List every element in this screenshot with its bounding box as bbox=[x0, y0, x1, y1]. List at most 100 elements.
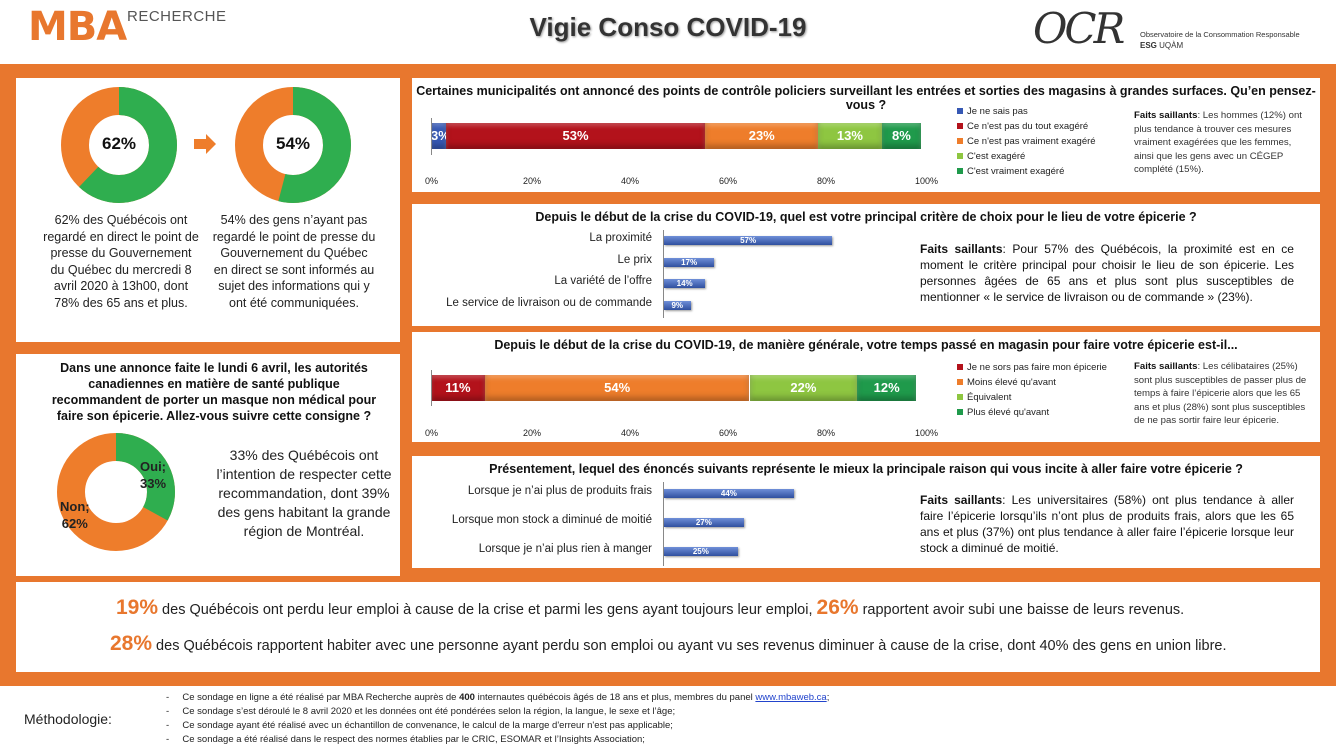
meth1-pre: Ce sondage en ligne a été réalisé par MB… bbox=[182, 692, 460, 703]
tick-label: 40% bbox=[621, 428, 640, 438]
oui-label-text: Oui; bbox=[140, 459, 167, 474]
legend-label: Ce n'est pas vraiment exagéré bbox=[967, 136, 1096, 147]
bullet: - bbox=[166, 692, 170, 703]
arrow-right-icon bbox=[194, 134, 216, 154]
tick-label: 0% bbox=[425, 176, 439, 186]
legend-swatch bbox=[957, 364, 963, 371]
oui-label-value: 33% bbox=[140, 476, 167, 491]
tick-label: 60% bbox=[719, 428, 738, 438]
tick-label: 40% bbox=[621, 176, 640, 186]
legend-swatch bbox=[957, 108, 963, 115]
category-label: La proximité bbox=[589, 232, 652, 244]
stacked-bar-1: 3%53%23%13%8% bbox=[431, 123, 921, 149]
q4-title: Présentement, lequel des énoncés suivant… bbox=[489, 462, 1243, 476]
tick-label: 0% bbox=[425, 428, 439, 438]
panel-grocery-reason: Présentement, lequel des énoncés suivant… bbox=[412, 456, 1320, 568]
donut-chart-62 bbox=[61, 87, 177, 203]
non-label-text: Non; bbox=[60, 499, 90, 514]
q4-faits-text: : Les universitaires (58%) ont plus tend… bbox=[920, 493, 1294, 555]
legend-swatch bbox=[957, 123, 963, 130]
tick-label: 80% bbox=[817, 176, 836, 186]
meth1-bold: 400 bbox=[459, 692, 475, 703]
oui-label: Oui; 33% bbox=[140, 458, 166, 492]
legend-label: Je ne sors pas faire mon épicerie bbox=[967, 362, 1107, 373]
methodology-item-3: - Ce sondage ayant été réalisé avec un é… bbox=[166, 720, 673, 731]
bar: 14% bbox=[664, 279, 706, 288]
q2-title: Depuis le début de la crise du COVID-19,… bbox=[535, 210, 1197, 224]
panel-press-conference: 62% 54% 62% des Québécois ont regardé en… bbox=[16, 78, 400, 342]
panel-time-in-store: Depuis le début de la crise du COVID-19,… bbox=[412, 332, 1320, 442]
legend-label: Ce n'est pas du tout exagéré bbox=[967, 121, 1089, 132]
stat-28-percent: 28% bbox=[110, 632, 153, 655]
legend-label: C'est exagéré bbox=[967, 151, 1026, 162]
segment-3: 12% bbox=[857, 375, 917, 401]
legend-item: Ce n'est pas vraiment exagéré bbox=[957, 136, 1096, 147]
banner-line-1: 19% des Québécois ont perdu leur emploi … bbox=[116, 596, 1296, 620]
q1-faits-saillants: Faits saillants: Les hommes (12%) ont pl… bbox=[1134, 109, 1310, 177]
axis-line bbox=[663, 230, 664, 318]
methodology: Méthodologie: - Ce sondage en ligne a ét… bbox=[0, 686, 1336, 752]
tick-label: 80% bbox=[817, 428, 836, 438]
page-title: Vigie Conso COVID-19 bbox=[529, 12, 807, 42]
bar: 17% bbox=[664, 257, 715, 267]
q2-faits-saillants: Faits saillants: Pour 57% des Québécois,… bbox=[920, 241, 1294, 305]
legend-item: C'est vraiment exagéré bbox=[957, 166, 1064, 177]
tick-label: 100% bbox=[915, 428, 939, 438]
bar: 25% bbox=[664, 547, 738, 556]
meth3-text: Ce sondage ayant été réalisé avec un éch… bbox=[182, 720, 673, 731]
segment-0: 3% bbox=[431, 123, 446, 149]
banner-line1-text2: rapportent avoir subi une baisse de leur… bbox=[858, 602, 1185, 618]
legend-label: Équivalent bbox=[967, 392, 1012, 403]
category-label: Le service de livraison ou de commande bbox=[446, 296, 652, 309]
legend-item: Plus élevé qu'avant bbox=[957, 407, 1049, 418]
banner-line-2: 28% des Québécois rapportent habiter ave… bbox=[110, 632, 1300, 656]
segment-2: 22% bbox=[749, 375, 858, 401]
mask-question: Dans une annonce faite le lundi 6 avril,… bbox=[51, 361, 377, 423]
tick-label: 20% bbox=[523, 176, 542, 186]
ocr-logo: OCR bbox=[1033, 4, 1125, 53]
legend-swatch bbox=[957, 153, 963, 160]
header: MBA RECHERCHE Vigie Conso COVID-19 OCR O… bbox=[0, 0, 1336, 64]
q1-faits-title: Faits saillants bbox=[1134, 110, 1198, 121]
meth4-text: Ce sondage a été réalisé dans le respect… bbox=[182, 734, 645, 745]
mbaweb-link[interactable]: www.mbaweb.ca bbox=[755, 692, 827, 703]
legend-swatch bbox=[957, 409, 963, 416]
segment-2: 23% bbox=[705, 123, 819, 149]
bar: 57% bbox=[664, 236, 833, 245]
methodology-label: Méthodologie: bbox=[24, 711, 112, 727]
mask-text: 33% des Québécois ont l’intention de res… bbox=[216, 447, 392, 539]
q2-faits-text: : Pour 57% des Québécois, la proximité e… bbox=[920, 242, 1294, 304]
legend-swatch bbox=[957, 394, 963, 401]
q4-faits-title: Faits saillants bbox=[920, 493, 1003, 507]
donut-chart-mask bbox=[57, 433, 175, 551]
tick-label: 60% bbox=[719, 176, 738, 186]
bar: 44% bbox=[664, 489, 794, 498]
donut1-value: 62% bbox=[101, 134, 137, 153]
category-label: La variété de l’offre bbox=[554, 275, 652, 287]
legend-item: Je ne sors pas faire mon épicerie bbox=[957, 362, 1107, 373]
banner-line2-text: des Québécois rapportent habiter avec un… bbox=[152, 638, 1227, 654]
banner-line1-text1: des Québécois ont perdu leur emploi à ca… bbox=[158, 602, 817, 618]
press-text-2: 54% des gens n’ayant pas regardé le poin… bbox=[212, 213, 376, 310]
mba-logo: MBA bbox=[28, 4, 127, 50]
ocr-esg: ESG bbox=[1140, 41, 1157, 50]
category-label: Lorsque je n’ai plus rien à manger bbox=[478, 543, 652, 555]
bullet: - bbox=[166, 720, 170, 731]
methodology-item-4: - Ce sondage a été réalisé dans le respe… bbox=[166, 734, 645, 745]
meth1-post: internautes québécois âgés de 18 ans et … bbox=[474, 692, 756, 703]
legend-label: Plus élevé qu'avant bbox=[967, 407, 1050, 418]
tick-label: 100% bbox=[915, 176, 939, 186]
bullet: - bbox=[166, 734, 170, 745]
q3-faits-title: Faits saillants bbox=[1134, 361, 1198, 372]
methodology-item-2: - Ce sondage s’est déroulé le 8 avril 20… bbox=[166, 706, 675, 717]
axis-line bbox=[431, 118, 432, 155]
bullet: - bbox=[166, 706, 170, 717]
panel-grocery-criteria: Depuis le début de la crise du COVID-19,… bbox=[412, 204, 1320, 326]
stat-19-percent: 19% bbox=[116, 596, 159, 619]
axis-line bbox=[431, 370, 432, 406]
non-label-value: 62% bbox=[61, 516, 88, 531]
q3-faits-text: : Les célibataires (25%) sont plus susce… bbox=[1134, 361, 1307, 426]
panel-mask: Dans une annonce faite le lundi 6 avril,… bbox=[16, 354, 400, 576]
category-label: Lorsque mon stock a diminué de moitié bbox=[451, 514, 652, 526]
segment-1: 54% bbox=[484, 375, 750, 401]
